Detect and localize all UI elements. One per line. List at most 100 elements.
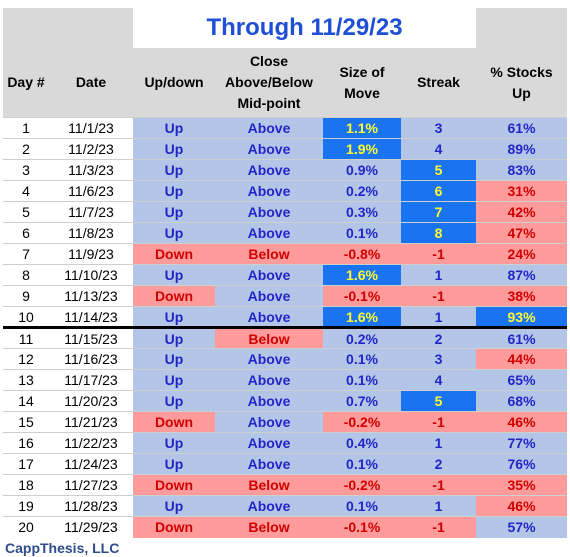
pct-cell: 83%: [476, 159, 568, 181]
table-row: 5 11/7/23 Up Above 0.3% 7 42%: [3, 201, 568, 223]
close-cell: Above: [215, 306, 323, 329]
streak-cell: 2: [401, 453, 477, 475]
date-cell: 11/9/23: [49, 243, 133, 265]
updown-cell: Up: [133, 138, 215, 160]
pct-cell: 35%: [476, 474, 568, 496]
day-cell: 14: [3, 390, 49, 412]
updown-cell: Up: [133, 390, 215, 412]
table-row: 16 11/22/23 Up Above 0.4% 1 77%: [3, 432, 568, 454]
size-cell: 0.2%: [323, 180, 401, 202]
streak-cell: 8: [401, 222, 477, 244]
table-row: 2 11/2/23 Up Above 1.9% 4 89%: [3, 138, 568, 160]
date-cell: 11/2/23: [49, 138, 133, 160]
pct-cell: 42%: [476, 201, 568, 223]
title-spacer-left-2: [49, 8, 133, 48]
streak-cell: 3: [401, 117, 477, 139]
header-date: Date: [49, 48, 133, 118]
size-cell: -0.1%: [323, 285, 401, 307]
close-cell: Above: [215, 348, 323, 370]
pct-cell: 87%: [476, 264, 568, 286]
close-cell: Above: [215, 180, 323, 202]
pct-cell: 61%: [476, 117, 568, 139]
close-cell: Above: [215, 411, 323, 433]
date-cell: 11/28/23: [49, 495, 133, 517]
streak-table: Through 11/29/23 Day # Date Up/down Clos…: [3, 8, 568, 538]
title-spacer-right: [476, 8, 568, 48]
updown-cell: Up: [133, 369, 215, 391]
day-cell: 3: [3, 159, 49, 181]
day-cell: 20: [3, 516, 49, 538]
streak-cell: 2: [401, 327, 477, 349]
pct-cell: 46%: [476, 411, 568, 433]
streak-cell: 1: [401, 264, 477, 286]
header-size: Size of Move: [323, 48, 401, 118]
table-row: 19 11/28/23 Up Above 0.1% 1 46%: [3, 495, 568, 517]
updown-cell: Up: [133, 432, 215, 454]
table-row: 11 11/15/23 Up Below 0.2% 2 61%: [3, 327, 568, 349]
day-cell: 1: [3, 117, 49, 139]
close-cell: Above: [215, 138, 323, 160]
date-cell: 11/22/23: [49, 432, 133, 454]
streak-cell: 1: [401, 306, 477, 329]
streak-cell: 7: [401, 201, 477, 223]
size-cell: 1.1%: [323, 117, 401, 139]
close-cell: Above: [215, 432, 323, 454]
table-row: 10 11/14/23 Up Above 1.6% 1 93%: [3, 306, 568, 329]
pct-cell: 38%: [476, 285, 568, 307]
table-row: 17 11/24/23 Up Above 0.1% 2 76%: [3, 453, 568, 475]
date-cell: 11/7/23: [49, 201, 133, 223]
size-cell: 0.9%: [323, 159, 401, 181]
footer-credit: CappThesis, LLC: [5, 540, 120, 556]
updown-cell: Up: [133, 264, 215, 286]
table-row: 3 11/3/23 Up Above 0.9% 5 83%: [3, 159, 568, 181]
date-cell: 11/13/23: [49, 285, 133, 307]
day-cell: 9: [3, 285, 49, 307]
close-cell: Below: [215, 327, 323, 349]
size-cell: 1.6%: [323, 306, 401, 329]
pct-cell: 65%: [476, 369, 568, 391]
table-row: 12 11/16/23 Up Above 0.1% 3 44%: [3, 348, 568, 370]
close-cell: Below: [215, 243, 323, 265]
updown-cell: Down: [133, 411, 215, 433]
size-cell: -0.2%: [323, 474, 401, 496]
date-cell: 11/1/23: [49, 117, 133, 139]
table-body: 1 11/1/23 Up Above 1.1% 3 61% 2 11/2/23 Up Above 1.…: [3, 117, 568, 538]
streak-cell: 1: [401, 495, 477, 517]
header-close: Close Above/Below Mid-point: [215, 48, 323, 118]
close-cell: Above: [215, 264, 323, 286]
streak-cell: -1: [401, 411, 477, 433]
day-cell: 17: [3, 453, 49, 475]
streak-cell: -1: [401, 285, 477, 307]
size-cell: 0.1%: [323, 369, 401, 391]
pct-cell: 44%: [476, 348, 568, 370]
date-cell: 11/20/23: [49, 390, 133, 412]
pct-cell: 47%: [476, 222, 568, 244]
pct-cell: 46%: [476, 495, 568, 517]
updown-cell: Down: [133, 474, 215, 496]
table-row: 15 11/21/23 Down Above -0.2% -1 46%: [3, 411, 568, 433]
size-cell: 0.1%: [323, 453, 401, 475]
size-cell: 1.9%: [323, 138, 401, 160]
day-cell: 4: [3, 180, 49, 202]
day-cell: 7: [3, 243, 49, 265]
day-cell: 6: [3, 222, 49, 244]
close-cell: Above: [215, 390, 323, 412]
table-row: 14 11/20/23 Up Above 0.7% 5 68%: [3, 390, 568, 412]
size-cell: -0.8%: [323, 243, 401, 265]
table-row: 20 11/29/23 Down Below -0.1% -1 57%: [3, 516, 568, 538]
streak-cell: -1: [401, 243, 477, 265]
day-cell: 19: [3, 495, 49, 517]
streak-cell: 6: [401, 180, 477, 202]
size-cell: -0.2%: [323, 411, 401, 433]
date-cell: 11/27/23: [49, 474, 133, 496]
updown-cell: Up: [133, 348, 215, 370]
header-streak: Streak: [401, 48, 477, 118]
size-cell: 0.4%: [323, 432, 401, 454]
pct-cell: 93%: [476, 306, 568, 329]
header-row: Day # Date Up/down Close Above/Below Mid-…: [3, 48, 568, 118]
close-cell: Above: [215, 159, 323, 181]
updown-cell: Up: [133, 222, 215, 244]
table-title: Through 11/29/23: [133, 8, 477, 48]
day-cell: 5: [3, 201, 49, 223]
pct-cell: 89%: [476, 138, 568, 160]
